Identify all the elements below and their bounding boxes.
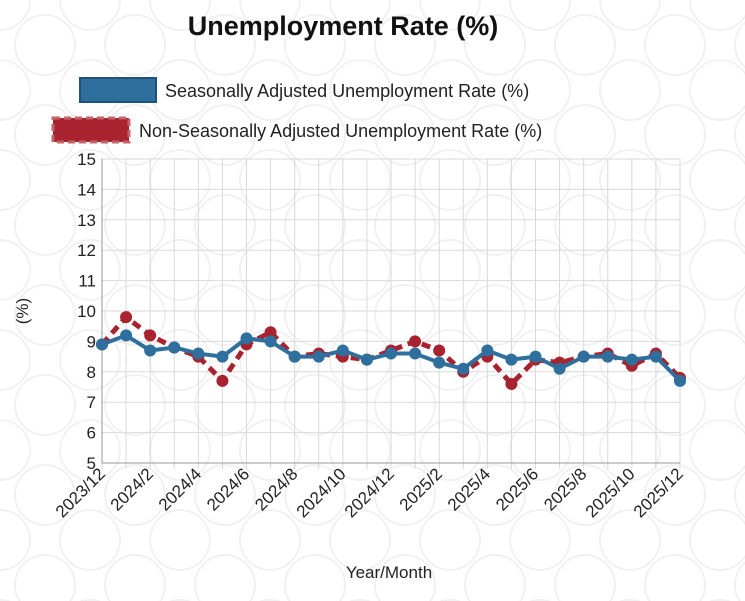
data-point[interactable] <box>192 347 205 360</box>
data-point[interactable] <box>433 344 446 357</box>
y-tick-label: 5 <box>87 454 96 473</box>
data-point[interactable] <box>216 350 229 363</box>
data-point[interactable] <box>674 374 686 387</box>
chart-title: Unemployment Rate (%) <box>188 11 499 41</box>
y-tick-label: 12 <box>77 241 96 260</box>
x-tick-label: 2025/6 <box>492 464 542 514</box>
data-point[interactable] <box>264 335 277 348</box>
grid <box>101 158 681 469</box>
y-tick-label: 7 <box>87 393 96 412</box>
legend-swatch-seasonal <box>79 77 157 103</box>
x-tick-label: 2024/4 <box>155 464 205 514</box>
x-tick-label: 2024/2 <box>107 464 157 514</box>
x-tick-label: 2025/10 <box>582 464 639 521</box>
x-tick-label: 2025/12 <box>630 464 687 521</box>
data-point[interactable] <box>144 329 157 342</box>
x-axis-ticks: 2023/122024/22024/42024/62024/82024/1020… <box>52 464 687 521</box>
series-layer <box>96 311 686 390</box>
legend-label-nonseasonal: Non-Seasonally Adjusted Unemployment Rat… <box>139 121 542 141</box>
data-point[interactable] <box>216 374 229 387</box>
data-point[interactable] <box>553 362 566 375</box>
data-point[interactable] <box>120 329 133 342</box>
y-tick-label: 15 <box>77 150 96 169</box>
data-point[interactable] <box>96 338 108 351</box>
data-point[interactable] <box>505 353 518 366</box>
data-point[interactable] <box>385 347 397 360</box>
data-point[interactable] <box>529 350 542 363</box>
data-point[interactable] <box>409 347 422 360</box>
legend-swatch-nonseasonal <box>51 116 131 144</box>
data-point[interactable] <box>240 332 253 345</box>
legend-item-nonseasonal[interactable]: Non-Seasonally Adjusted Unemployment Rat… <box>51 116 542 144</box>
data-point[interactable] <box>577 350 590 363</box>
data-point[interactable] <box>168 341 181 354</box>
y-tick-label: 9 <box>87 332 96 351</box>
x-axis-label: Year/Month <box>346 563 432 582</box>
y-tick-label: 6 <box>87 424 96 443</box>
data-point[interactable] <box>264 326 277 339</box>
x-tick-label: 2024/10 <box>293 464 350 521</box>
data-point[interactable] <box>481 344 494 357</box>
legend: Seasonally Adjusted Unemployment Rate (%… <box>51 77 542 144</box>
x-tick-label: 2025/2 <box>396 464 446 514</box>
data-point[interactable] <box>457 362 470 375</box>
data-point[interactable] <box>409 335 422 348</box>
legend-item-seasonal[interactable]: Seasonally Adjusted Unemployment Rate (%… <box>79 77 529 103</box>
y-tick-label: 10 <box>77 302 96 321</box>
data-point[interactable] <box>360 353 373 366</box>
x-tick-label: 2024/6 <box>203 464 253 514</box>
data-point[interactable] <box>336 344 349 357</box>
series-seasonal <box>96 329 686 387</box>
data-point[interactable] <box>649 350 662 363</box>
x-tick-label: 2023/12 <box>52 464 109 521</box>
data-point[interactable] <box>144 344 157 357</box>
y-tick-label: 8 <box>87 363 96 382</box>
legend-label-seasonal: Seasonally Adjusted Unemployment Rate (%… <box>165 81 529 101</box>
x-tick-label: 2024/12 <box>341 464 398 521</box>
y-axis-label: (%) <box>13 298 32 324</box>
y-axis-ticks: 5 6 7 8 9 10 11 12 13 14 15 <box>77 150 96 473</box>
data-point[interactable] <box>505 377 518 390</box>
y-tick-label: 13 <box>77 211 96 230</box>
data-point[interactable] <box>625 353 638 366</box>
data-point[interactable] <box>433 356 446 369</box>
data-point[interactable] <box>288 350 301 363</box>
x-tick-label: 2025/4 <box>444 464 494 514</box>
data-point[interactable] <box>601 350 614 363</box>
data-point[interactable] <box>120 311 133 324</box>
y-tick-label: 14 <box>77 180 96 199</box>
y-tick-label: 11 <box>78 272 96 291</box>
data-point[interactable] <box>312 350 325 363</box>
